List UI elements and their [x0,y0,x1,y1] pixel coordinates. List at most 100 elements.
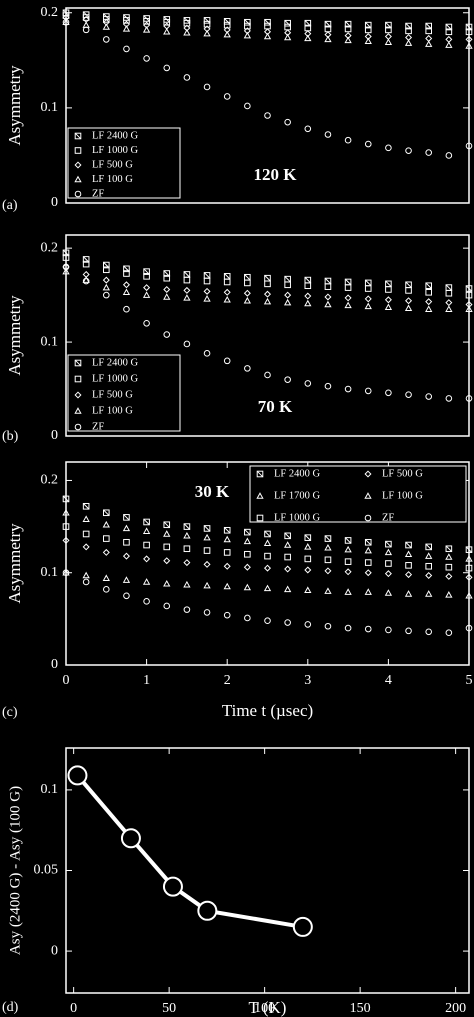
marker-shape [284,298,292,306]
marker-shape [122,281,130,289]
marker-shape [284,291,292,299]
marker-shape [183,276,191,284]
data-point [142,26,151,33]
data-point [143,598,150,605]
marker-shape [425,552,433,559]
data-point [82,260,90,268]
data-point [183,276,191,284]
data-point [405,27,412,35]
panel-label: (b) [2,429,19,444]
marker-shape [425,149,433,156]
data-point [284,532,291,540]
data-point [324,543,332,551]
legend-label: LF 500 G [92,159,133,170]
marker-shape [123,514,130,521]
marker-shape [62,254,70,261]
data-point [264,617,271,625]
data-point [445,284,453,291]
data-point [203,29,211,37]
data-point [304,34,312,42]
marker-shape [123,265,130,273]
data-point [263,297,272,305]
marker-shape [103,509,110,517]
data-point [385,280,392,288]
data-point [82,543,90,551]
marker-shape [183,580,191,588]
marker-shape [244,279,251,287]
data-point [284,541,292,548]
data-point [425,628,433,636]
data-point [163,331,171,338]
data-point [324,567,332,575]
data-point [163,64,171,72]
marker-shape [445,572,453,580]
marker-shape [120,828,141,849]
data-point [62,568,70,576]
data-point [263,290,272,298]
marker-shape [445,289,453,297]
legend-label: LF 1000 G [92,145,139,156]
data-point [425,27,432,35]
x-axis-label: T (K) [249,998,287,1017]
marker-shape [284,33,292,41]
marker-shape [74,407,82,414]
marker-shape [324,622,332,630]
legend-label: LF 1000 G [274,512,321,523]
marker-shape [364,492,372,499]
marker-shape [304,555,312,563]
marker-shape [183,286,191,294]
marker-shape [445,41,453,48]
marker-shape [223,357,231,365]
data-point [344,294,352,302]
data-point [183,19,191,27]
data-point [344,624,352,632]
data-point [244,279,251,287]
marker-shape [445,284,453,291]
data-point [405,391,412,398]
data-point [203,17,211,24]
marker-shape [465,285,473,292]
marker-shape [82,515,90,522]
marker-shape [465,624,473,632]
legend-label: LF 1000 G [92,373,139,384]
y-tick-label: 0.2 [41,5,59,20]
data-point [385,144,392,152]
data-point [324,622,332,630]
marker-shape [123,514,130,521]
marker-shape [385,286,392,293]
data-point [203,20,211,28]
marker-shape [304,380,312,387]
data-point [264,530,271,538]
data-point [203,560,211,568]
data-point [143,541,150,549]
marker-shape [304,586,312,593]
x-tick-label: 150 [350,1001,371,1016]
legend-label: LF 100 G [92,174,133,185]
data-point [465,546,473,553]
marker-shape [405,281,412,288]
data-point [264,18,271,26]
marker-shape [143,518,150,526]
data-point [197,900,218,921]
data-point [123,305,130,313]
marker-shape [163,579,171,587]
data-point [203,295,211,302]
marker-shape [385,389,392,397]
marker-shape [344,301,352,309]
data-point [344,136,352,144]
data-point [404,590,413,597]
marker-shape [183,523,191,530]
marker-shape [62,508,70,516]
legend-label: LF 500 G [382,468,423,479]
data-point [122,288,131,296]
data-point [163,285,171,293]
data-point [123,538,130,546]
marker-shape [62,495,70,503]
legend-box [249,465,467,523]
marker-shape [62,263,70,271]
marker-shape [465,35,473,43]
data-point [123,592,130,600]
x-tick-label: 50 [162,1001,176,1016]
marker-shape [203,17,211,24]
data-point [284,33,292,41]
